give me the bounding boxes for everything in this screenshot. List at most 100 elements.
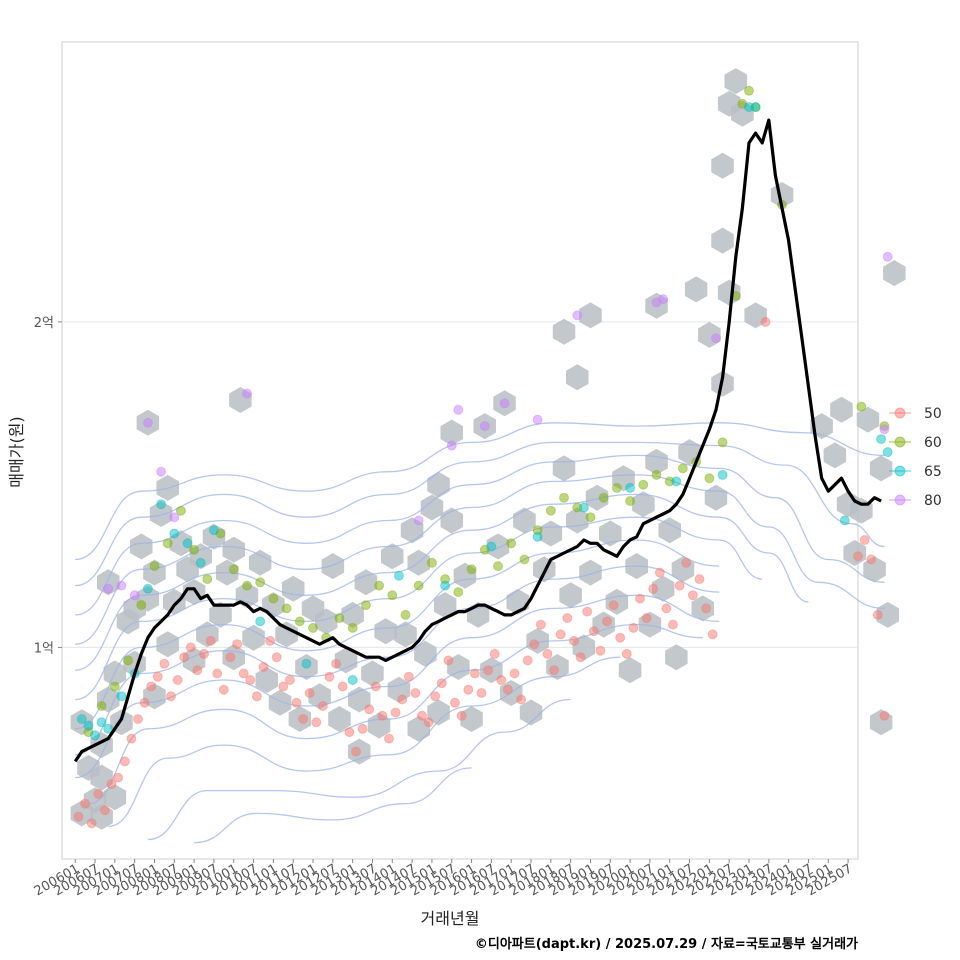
y-tick-label: 2억 bbox=[34, 316, 54, 331]
scatter-point-50 bbox=[126, 733, 137, 744]
hexbin-cell bbox=[354, 569, 378, 596]
scatter-point-50 bbox=[192, 665, 203, 676]
scatter-point-50 bbox=[351, 746, 361, 757]
scatter-point-50 bbox=[172, 675, 183, 685]
scatter-point-65 bbox=[671, 476, 682, 487]
hexbin-cell bbox=[275, 621, 298, 648]
legend-key-65 bbox=[894, 465, 906, 477]
scatter-point-65 bbox=[839, 515, 850, 526]
scatter-point-65 bbox=[440, 580, 451, 591]
scatter-point-80 bbox=[572, 310, 583, 321]
scatter-point-50 bbox=[93, 788, 104, 799]
hexbin-cell bbox=[711, 227, 734, 254]
scatter-point-50 bbox=[265, 635, 276, 646]
scatter-point-60 bbox=[453, 587, 464, 598]
scatter-point-60 bbox=[96, 701, 107, 711]
hexbin-cell bbox=[869, 455, 893, 482]
scatter-point-50 bbox=[185, 642, 196, 653]
scatter-point-50 bbox=[152, 671, 163, 682]
scatter-point-50 bbox=[311, 717, 322, 728]
scatter-point-60 bbox=[413, 580, 424, 591]
scatter-point-60 bbox=[334, 613, 345, 624]
hexbin-cell bbox=[486, 533, 510, 560]
scatter-point-50 bbox=[569, 635, 579, 646]
scatter-point-50 bbox=[199, 648, 209, 659]
hexbin-cell bbox=[103, 784, 127, 811]
hexbin-cell bbox=[209, 601, 232, 628]
scatter-point-65 bbox=[301, 658, 312, 669]
scatter-point-60 bbox=[308, 622, 318, 633]
hexbin-cell bbox=[149, 501, 173, 527]
hexbin-cell bbox=[711, 152, 734, 179]
scatter-point-50 bbox=[390, 707, 401, 718]
scatter-point-60 bbox=[704, 473, 715, 484]
scatter-point-60 bbox=[347, 622, 358, 633]
scatter-point-50 bbox=[866, 554, 877, 565]
density-contour-line bbox=[147, 698, 571, 841]
density-contour-line bbox=[75, 454, 885, 616]
hexbin-cell bbox=[248, 549, 272, 576]
scatter-point-50 bbox=[582, 606, 593, 617]
scatter-point-60 bbox=[585, 512, 596, 523]
scatter-point-80 bbox=[658, 294, 669, 305]
scatter-point-50 bbox=[232, 639, 243, 650]
scatter-point-65 bbox=[255, 616, 266, 627]
hexbin-cell bbox=[242, 624, 265, 651]
scatter-point-50 bbox=[278, 681, 289, 692]
scatter-point-50 bbox=[410, 688, 421, 698]
hexbin-cell bbox=[97, 569, 120, 596]
scatter-point-50 bbox=[615, 632, 626, 643]
scatter-point-50 bbox=[159, 658, 170, 669]
scatter-point-50 bbox=[271, 652, 282, 663]
scatter-point-65 bbox=[83, 720, 94, 731]
scatter-point-60 bbox=[466, 564, 477, 575]
scatter-point-65 bbox=[347, 675, 358, 685]
hexbin-cell bbox=[255, 667, 278, 693]
scatter-point-50 bbox=[304, 688, 315, 698]
scatter-point-50 bbox=[621, 648, 632, 659]
scatter-point-80 bbox=[142, 417, 153, 428]
scatter-point-50 bbox=[872, 609, 883, 620]
scatter-point-60 bbox=[255, 577, 266, 588]
scatter-point-60 bbox=[744, 85, 754, 96]
scatter-point-50 bbox=[516, 694, 527, 705]
density-contour-line bbox=[75, 422, 885, 561]
hexbin-cell bbox=[883, 260, 906, 287]
scatter-point-50 bbox=[397, 694, 408, 705]
scatter-point-60 bbox=[162, 538, 173, 549]
scatter-point-50 bbox=[555, 629, 566, 640]
scatter-point-65 bbox=[116, 691, 127, 702]
scatter-point-50 bbox=[443, 655, 454, 666]
scatter-point-65 bbox=[182, 538, 193, 549]
scatter-point-50 bbox=[654, 567, 665, 578]
hexbin-cell bbox=[559, 582, 582, 609]
scatter-point-80 bbox=[169, 512, 180, 523]
scatter-point-60 bbox=[717, 437, 728, 448]
legend-key-60 bbox=[894, 436, 906, 448]
scatter-point-60 bbox=[281, 603, 292, 614]
scatter-point-65 bbox=[625, 482, 636, 493]
scatter-point-50 bbox=[635, 593, 645, 604]
source-caption: ©디아파트(dapt.kr) / 2025.07.29 / 자료=국토교통부 실… bbox=[475, 936, 858, 952]
scatter-point-50 bbox=[344, 727, 355, 738]
hexbin-cell bbox=[552, 318, 576, 345]
scatter-point-80 bbox=[446, 440, 457, 451]
scatter-point-60 bbox=[519, 554, 530, 565]
scatter-point-50 bbox=[687, 590, 698, 601]
scatter-point-50 bbox=[641, 613, 652, 624]
scatter-point-50 bbox=[542, 648, 553, 659]
scatter-point-50 bbox=[238, 668, 249, 679]
hexbin-cell bbox=[440, 419, 463, 446]
hexbin-cell bbox=[856, 406, 880, 433]
x-axis-title: 거래년월 bbox=[421, 909, 480, 928]
density-contour-line bbox=[75, 539, 720, 730]
hexbin-cell bbox=[427, 699, 450, 726]
scatter-point-50 bbox=[549, 665, 560, 676]
scatter-point-50 bbox=[113, 772, 124, 783]
hexbin-cell bbox=[618, 657, 642, 684]
hexbin-cell bbox=[433, 592, 457, 619]
scatter-point-50 bbox=[119, 756, 130, 767]
hexbin-cell bbox=[519, 699, 543, 726]
hexbin-cell bbox=[632, 491, 655, 518]
